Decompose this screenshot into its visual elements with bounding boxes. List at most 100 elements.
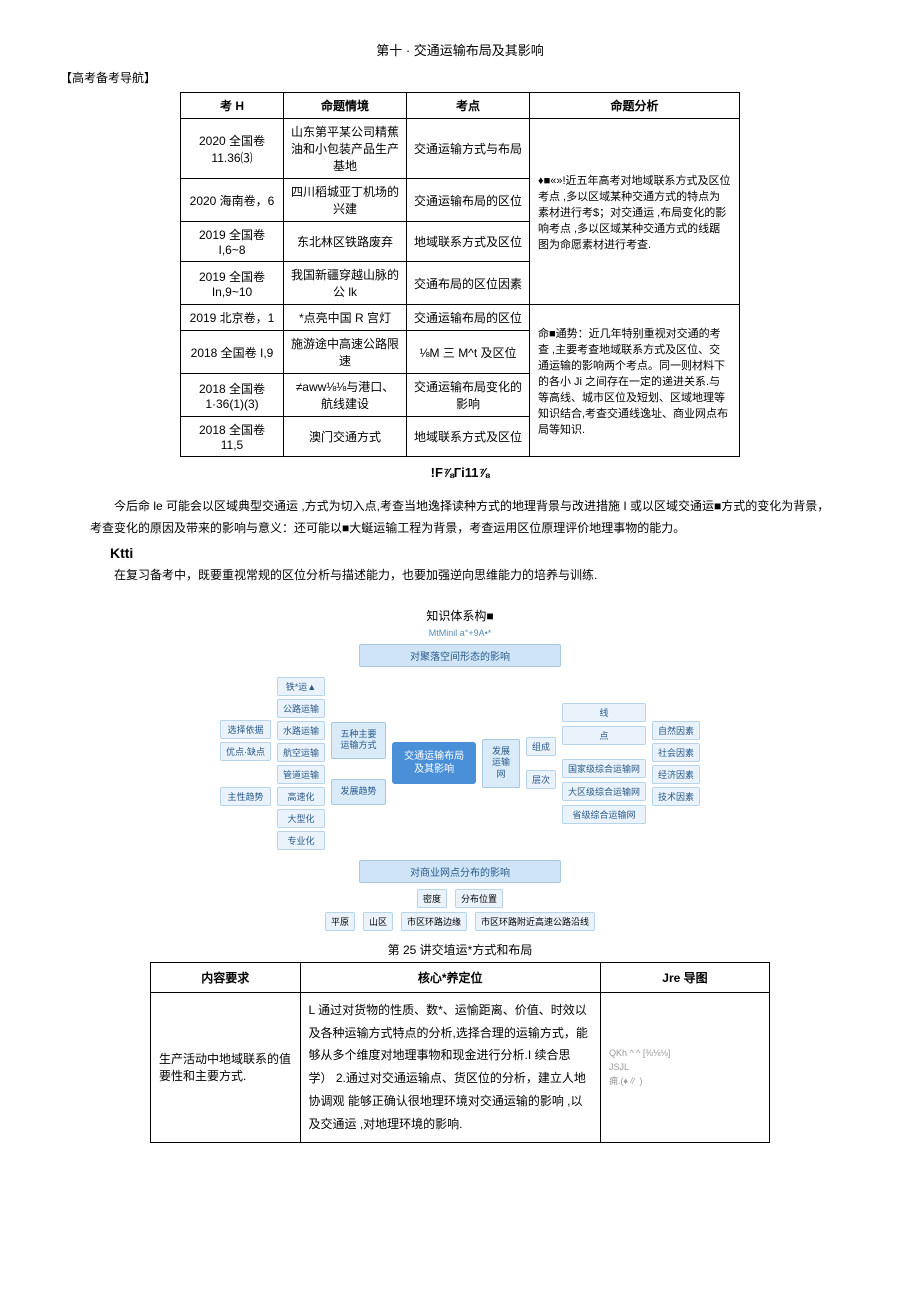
table-header-row: 考 H 命题情境 考点 命题分析 — [181, 93, 740, 119]
point-cell: 地域联系方式及区位 — [407, 222, 530, 262]
sub-heading: Ktti — [110, 545, 830, 561]
exam-cell: 2019 北京卷，1 — [181, 305, 284, 331]
table-row: 生产活动中地域联系的值要性和主要方式. L 通过对货物的性质、数*、运愉距离、价… — [151, 992, 770, 1142]
mm-node: 市区环路边缘 — [401, 912, 467, 931]
core-cell: L 通过对货物的性质、数*、运愉距离、价值、时效以及各种运输方式特点的分析,选择… — [300, 992, 600, 1142]
point-cell: 地域联系方式及区位 — [407, 417, 530, 457]
right-sub: 组成 层次 — [526, 737, 556, 789]
bottom-influence-bar: 对商业网点分布的影响 — [359, 860, 561, 883]
exam-cell: 2019 全国卷 I,6~8 — [181, 222, 284, 262]
context-cell: 山东第平某公司精蕉油和小包装产品生产基地 — [284, 119, 407, 179]
exam-cell: 2020 全国卷 11.36⑶ — [181, 119, 284, 179]
mm-node: 管道运输 — [277, 765, 325, 784]
context-cell: 东北林区铁路废弃 — [284, 222, 407, 262]
mm-node: 密度 — [417, 889, 447, 908]
mm-node: 国家级综合运输网 — [562, 759, 646, 778]
mm-node: 技术因素 — [652, 787, 700, 806]
mm-node: 分布位置 — [455, 889, 503, 908]
table-row: 2020 全国卷 11.36⑶ 山东第平某公司精蕉油和小包装产品生产基地 交通运… — [181, 119, 740, 179]
context-cell: 我国新疆穿越山脉的公 lk — [284, 262, 407, 305]
mm-hub: 五种主要运输方式 — [331, 722, 386, 759]
page-title: 第十 · 交通运输布局及其影响 — [60, 40, 860, 59]
table-row: 2019 北京卷，1 *点亮中国 R 宫灯 交通运输布局的区位 命■通势：近几年… — [181, 305, 740, 331]
point-cell: ⅛M 三 M^t 及区位 — [407, 331, 530, 374]
mm-hub: 发展运输网 — [482, 739, 520, 788]
left-modes: 铁*运▲ 公路运输 水路运输 航空运输 管道运输 高速化 大型化 专业化 — [277, 677, 325, 850]
mm-node: 大区级综合运输网 — [562, 782, 646, 801]
mm-node: 山区 — [363, 912, 393, 931]
mm-hub: 发展趋势 — [331, 779, 386, 805]
exam-cell: 2018 全国卷 11,5 — [181, 417, 284, 457]
right-factors: 自然因素 社会因素 经济因素 技术因素 — [652, 721, 700, 806]
thumb-cell: QKh ^ ^ [⅜⅛⅛] JSJL 痈.(♦∥ ) — [600, 992, 769, 1142]
mm-node: 主性趋势 — [220, 787, 271, 806]
point-cell: 交通运输布局的区位 — [407, 179, 530, 222]
point-cell: 交通运输方式与布局 — [407, 119, 530, 179]
mm-node: 自然因素 — [652, 721, 700, 740]
exam-cell: 2018 全国卷 I,9 — [181, 331, 284, 374]
th-context: 命题情境 — [284, 93, 407, 119]
mindmap-body: 选择依据 优点·缺点 主性趋势 铁*运▲ 公路运输 水路运输 航空运输 管道运输… — [220, 677, 700, 850]
analysis-bottom: 命■通势：近几年特别重视对交通的考查 ,主要考查地域联系方式及区位、交通运输的影… — [530, 305, 740, 457]
th-analysis: 命题分析 — [530, 93, 740, 119]
mindmap-diagram: 对聚落空间形态的影响 选择依据 优点·缺点 主性趋势 铁*运▲ 公路运输 水路运… — [220, 644, 700, 931]
thumb-line: 痈.(♦∥ ) — [609, 1074, 761, 1088]
th-exam: 考 H — [181, 93, 284, 119]
context-cell: 施游途中高速公路限速 — [284, 331, 407, 374]
diagram-subtitle: MtMinil a°+9A•* — [60, 628, 860, 638]
mm-node: 组成 — [526, 737, 556, 756]
mm-center: 交通运输布局及其影响 — [392, 742, 476, 784]
mm-node: 大型化 — [277, 809, 325, 828]
paragraph-2: 在复习备考中，既要重视常规的区位分析与描述能力，也要加强逆向思维能力的培养与训练… — [90, 565, 830, 587]
thumb-line: JSJL — [609, 1060, 761, 1074]
right-hubs: 发展运输网 — [482, 739, 520, 788]
context-cell: 澳门交通方式 — [284, 417, 407, 457]
context-cell: ≠aww⅛⅛与港口、航线建设 — [284, 374, 407, 417]
point-cell: 交通布局的区位因素 — [407, 262, 530, 305]
mm-node: 水路运输 — [277, 721, 325, 740]
top-influence-bar: 对聚落空间形态的影响 — [359, 644, 561, 667]
table-header-row: 内容要求 核心*养定位 Jre 导图 — [151, 962, 770, 992]
right-line-point: 线 点 国家级综合运输网 大区级综合运输网 省级综合运输网 — [562, 703, 646, 824]
mm-node: 航空运输 — [277, 743, 325, 762]
mm-node: 专业化 — [277, 831, 325, 850]
mm-node: 高速化 — [277, 787, 325, 806]
exam-cell: 2019 全国卷 In,9~10 — [181, 262, 284, 305]
mm-node: 经济因素 — [652, 765, 700, 784]
th-core: 核心*养定位 — [300, 962, 600, 992]
mm-node: 点 — [562, 726, 646, 745]
mm-node: 铁*运▲ — [277, 677, 325, 696]
analysis-top: ♦■«»!近五年高考对地域联系方式及区位考点 ,多以区域某种交通方式的特点为素材… — [530, 119, 740, 305]
garbled-text: !F⅞Гi11⅞ — [60, 465, 860, 480]
lecture-title: 第 25 讲交埴运*方式和布局 — [60, 941, 860, 958]
req-cell: 生产活动中地域联系的值要性和主要方式. — [151, 992, 301, 1142]
content-table: 内容要求 核心*养定位 Jre 导图 生产活动中地域联系的值要性和主要方式. L… — [150, 962, 770, 1143]
thumb-line: QKh ^ ^ [⅜⅛⅛] — [609, 1046, 761, 1060]
bottom-row-2: 平原 山区 市区环路边缘 市区环路附近高速公路沿线 — [220, 912, 700, 931]
diagram-title: 知识体系构■ — [60, 607, 860, 624]
context-cell: *点亮中国 R 宫灯 — [284, 305, 407, 331]
point-cell: 交通运输布局变化的影响 — [407, 374, 530, 417]
exam-cell: 2018 全国卷 1·36(1)(3) — [181, 374, 284, 417]
th-req: 内容要求 — [151, 962, 301, 992]
th-thumb: Jre 导图 — [600, 962, 769, 992]
left-roots: 选择依据 优点·缺点 主性趋势 — [220, 720, 271, 806]
mm-node: 层次 — [526, 770, 556, 789]
mm-node: 优点·缺点 — [220, 742, 271, 761]
left-hubs: 五种主要运输方式 发展趋势 — [331, 722, 386, 805]
guide-label: 【高考备考导航】 — [60, 69, 860, 86]
mm-node: 线 — [562, 703, 646, 722]
bottom-row-1: 密度 分布位置 — [220, 889, 700, 908]
exam-table: 考 H 命题情境 考点 命题分析 2020 全国卷 11.36⑶ 山东第平某公司… — [180, 92, 740, 457]
mm-node: 市区环路附近高速公路沿线 — [475, 912, 595, 931]
point-cell: 交通运输布局的区位 — [407, 305, 530, 331]
th-point: 考点 — [407, 93, 530, 119]
mm-node: 选择依据 — [220, 720, 271, 739]
exam-cell: 2020 海南卷，6 — [181, 179, 284, 222]
mm-node: 平原 — [325, 912, 355, 931]
mm-node: 社会因素 — [652, 743, 700, 762]
paragraph-1: 今后命 le 可能会以区域典型交通运 ,方式为切入点,考查当地逸择读种方式的地理… — [90, 496, 830, 539]
mm-node: 公路运输 — [277, 699, 325, 718]
context-cell: 四川稻城亚丁机场的兴建 — [284, 179, 407, 222]
mm-node: 省级综合运输网 — [562, 805, 646, 824]
